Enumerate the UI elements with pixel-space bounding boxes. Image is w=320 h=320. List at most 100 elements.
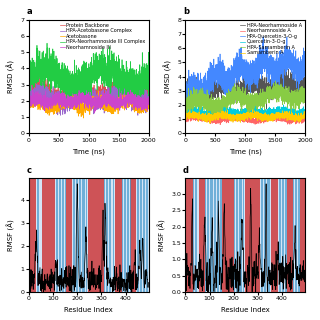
X-axis label: Residue Index: Residue Index (221, 307, 270, 313)
Acetobasone (85, 102, 89, 106)
Bar (80, 179, 81, 292)
Acetobasone (143, 108, 147, 112)
HPA-Neorhamnoside III Complex (82, 79, 86, 83)
Bar (107, 179, 108, 292)
HPA-Neorhamnoside III Complex (85, 66, 89, 70)
Samamberin A (300, 115, 304, 119)
Bar (137, 179, 138, 292)
HPA-Acetobasone Complex (143, 100, 147, 104)
Bar (66, 179, 72, 292)
HPA-Neorhamnoside III Complex (68, 107, 72, 111)
Bar (283, 179, 284, 292)
Samamberin A (208, 122, 212, 125)
HPA-Quercetin-3-O-g (261, 35, 265, 39)
Quercetin-3-O-g (255, 103, 259, 107)
Bar (234, 179, 235, 292)
HPA-Quercetin-3-O-g (239, 75, 243, 79)
Bar (29, 179, 149, 292)
Bar (196, 179, 197, 292)
Line: Neorhamnoside A: Neorhamnoside A (185, 113, 305, 125)
HPA-Neorhamnoside A (242, 91, 245, 95)
HPA-Quercetin-3-O-g (300, 68, 304, 71)
HPA-Acetobasone Complex (33, 97, 37, 101)
Quercetin-3-O-g (189, 112, 193, 116)
Neorhamnoside A (188, 111, 192, 115)
Protein Backbone (117, 74, 121, 78)
Bar (84, 179, 85, 292)
Y-axis label: RMSD (Å): RMSD (Å) (7, 60, 15, 93)
Samamberin A (242, 115, 246, 118)
Bar (76, 179, 77, 292)
Bar (221, 179, 222, 292)
HPA-Acetobasone Complex (143, 93, 147, 97)
HPA-Samamberin A (273, 79, 277, 83)
Bar (63, 179, 64, 292)
Neorhamnoside A (239, 115, 243, 118)
HPA-Samamberin A (183, 108, 187, 112)
Bar (215, 179, 216, 292)
Bar (212, 179, 213, 292)
Y-axis label: RMSD (Å): RMSD (Å) (164, 60, 172, 93)
Bar (59, 179, 60, 292)
HPA-Neorhamnoside A (265, 107, 268, 111)
Bar (77, 179, 78, 292)
Bar (60, 179, 61, 292)
HPA-Neorhamnoside A (282, 66, 286, 69)
Legend: Protein Backbone, HPA-Acetobasone Complex, Acetobasone, HPA-Neorhamnoside III Co: Protein Backbone, HPA-Acetobasone Comple… (59, 22, 146, 51)
Line: HPA-Samamberin A: HPA-Samamberin A (185, 81, 305, 117)
Bar (73, 179, 74, 292)
Legend: HPA-Neorhamnoside A, Neorhamnoside A, HPA-Quercetin-3-O-g, Quercetin-3-O-g, HPA-: HPA-Neorhamnoside A, Neorhamnoside A, HP… (239, 22, 303, 56)
Bar (300, 179, 305, 292)
Neorhamnoside A (300, 121, 304, 125)
Quercetin-3-O-g (242, 111, 245, 115)
Neorhamnoside A (218, 123, 222, 127)
Bar (144, 179, 145, 292)
Samamberin A (278, 112, 282, 116)
Bar (113, 179, 114, 292)
HPA-Neorhamnoside III Complex (45, 41, 49, 45)
Bar (147, 179, 148, 292)
Bar (242, 179, 243, 292)
Samamberin A (189, 113, 193, 116)
Bar (193, 179, 194, 292)
Bar (210, 179, 211, 292)
HPA-Quercetin-3-O-g (242, 66, 246, 69)
Line: Neorhamnoside III: Neorhamnoside III (29, 87, 149, 113)
Bar (268, 179, 269, 292)
Neorhamnoside III (121, 100, 125, 104)
Bar (29, 179, 36, 292)
Bar (214, 179, 215, 292)
HPA-Neorhamnoside III Complex (121, 63, 125, 67)
Bar (262, 179, 263, 292)
Bar (42, 179, 55, 292)
Quercetin-3-O-g (300, 110, 304, 114)
Bar (218, 179, 219, 292)
Bar (86, 179, 87, 292)
Bar (285, 179, 286, 292)
Neorhamnoside III (143, 103, 147, 107)
HPA-Neorhamnoside A (303, 87, 307, 91)
Bar (130, 179, 136, 292)
HPA-Quercetin-3-O-g (183, 88, 187, 92)
Neorhamnoside III (82, 96, 86, 100)
HPA-Quercetin-3-O-g (300, 62, 304, 66)
HPA-Neorhamnoside III Complex (27, 69, 31, 73)
Bar (185, 179, 305, 292)
Acetobasone (33, 97, 37, 101)
HPA-Samamberin A (239, 95, 243, 99)
HPA-Samamberin A (300, 92, 304, 96)
Bar (211, 179, 212, 292)
HPA-Acetobasone Complex (38, 74, 42, 78)
HPA-Neorhamnoside III Complex (143, 68, 147, 71)
Quercetin-3-O-g (278, 108, 282, 112)
HPA-Neorhamnoside III Complex (33, 74, 37, 78)
Protein Backbone (27, 84, 31, 88)
Bar (140, 179, 141, 292)
Bar (205, 179, 206, 292)
Bar (237, 179, 238, 292)
Samamberin A (183, 115, 187, 119)
HPA-Acetobasone Complex (27, 102, 31, 106)
Protein Backbone (147, 83, 151, 86)
Bar (108, 179, 109, 292)
Bar (296, 179, 297, 292)
